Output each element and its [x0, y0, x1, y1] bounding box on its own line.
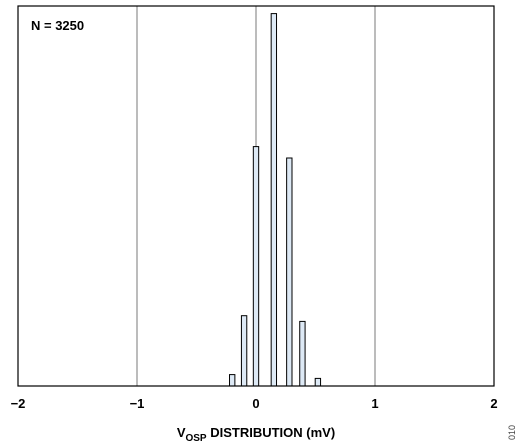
histogram-bar — [286, 157, 293, 387]
x-tick-label: 0 — [252, 396, 259, 411]
x-axis-label-subscript: OSP — [185, 433, 206, 444]
x-tick-label: 1 — [371, 396, 378, 411]
figure-id: 010 — [507, 425, 517, 440]
histogram-bar — [252, 146, 260, 387]
histogram-bar — [299, 320, 306, 387]
histogram-bar — [314, 377, 322, 387]
sample-size-annotation: N = 3250 — [31, 18, 84, 33]
plot-frame — [17, 5, 495, 387]
x-axis-label: VOSP DISTRIBUTION (mV) — [177, 425, 335, 444]
x-tick-label: −2 — [11, 396, 26, 411]
x-tick-label: −1 — [130, 396, 145, 411]
x-tick-labels: −2 −1 0 1 2 — [11, 396, 498, 411]
x-tick-label: 2 — [490, 396, 497, 411]
histogram-bar — [229, 374, 236, 387]
histogram-bar — [240, 315, 248, 387]
x-axis-label-rest: DISTRIBUTION (mV) — [207, 425, 336, 440]
bars — [229, 13, 322, 387]
x-axis-label-main: V — [177, 425, 186, 440]
histogram-bar — [270, 13, 278, 387]
